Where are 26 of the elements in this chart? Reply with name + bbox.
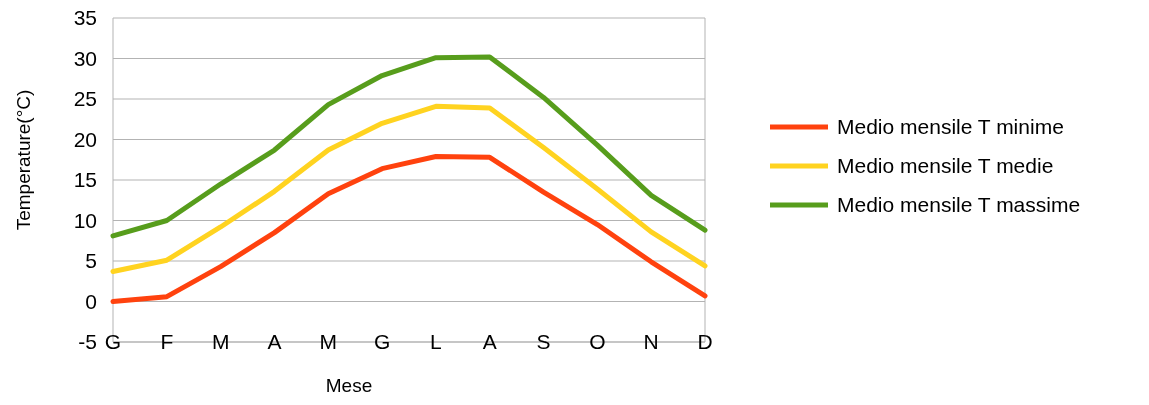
legend-label: Medio mensile T minime: [837, 115, 1064, 139]
x-tick-label: N: [643, 330, 659, 354]
x-axis-title: Mese: [325, 375, 373, 396]
x-tick-label: A: [482, 330, 497, 354]
y-tick-label: 15: [73, 168, 97, 192]
y-tick-label: 25: [73, 87, 97, 111]
y-tick-label: 10: [73, 208, 97, 232]
x-tick-label: O: [589, 330, 606, 354]
y-axis-title: Temperature(°C): [13, 89, 34, 231]
x-tick-label: D: [697, 330, 713, 354]
x-tick-label: S: [536, 330, 551, 354]
y-tick-label: 5: [85, 249, 97, 273]
y-tick-label: 0: [85, 289, 97, 313]
x-tick-label: G: [104, 330, 122, 354]
x-tick-label: A: [267, 330, 282, 354]
y-tick-label: -5: [78, 330, 97, 354]
x-tick-label: F: [160, 330, 174, 354]
x-tick-label: M: [319, 330, 338, 354]
y-tick-label: 30: [73, 46, 97, 70]
y-tick-label: 20: [73, 127, 97, 151]
legend-label: Medio mensile T medie: [837, 154, 1054, 178]
x-tick-label: M: [211, 330, 230, 354]
x-tick-label: G: [373, 330, 391, 354]
x-tick-label: L: [430, 330, 442, 354]
y-tick-label: 35: [73, 6, 97, 30]
legend-label: Medio mensile T massime: [837, 193, 1081, 217]
